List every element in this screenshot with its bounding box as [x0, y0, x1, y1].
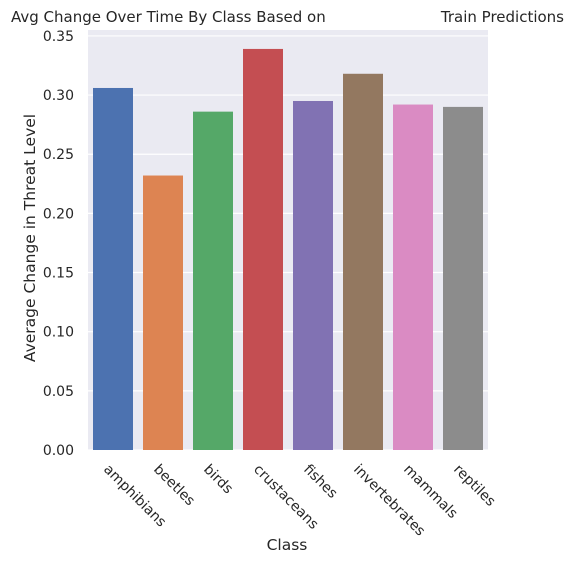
- y-tick-label: 0.10: [43, 325, 74, 341]
- bar-beetles: [143, 175, 183, 451]
- y-tick-label: 0.00: [43, 443, 74, 459]
- y-axis-label: Average Change in Threat Level: [21, 114, 39, 362]
- y-tick-label: 0.35: [43, 29, 74, 45]
- x-tick-label: beetles: [150, 462, 198, 510]
- y-tick-label: 0.20: [43, 206, 74, 222]
- x-axis-label: Class: [267, 536, 308, 554]
- bar-fishes: [293, 100, 333, 451]
- x-tick-label: fishes: [300, 462, 340, 502]
- bars: [93, 48, 483, 451]
- y-tick-label: 0.25: [43, 147, 74, 163]
- chart-title-right: Train Predictions: [440, 8, 564, 26]
- y-tick-label: 0.15: [43, 266, 74, 282]
- bar-crustaceans: [243, 48, 283, 451]
- bar-mammals: [393, 104, 433, 450]
- y-tick-labels: 0.00 0.05 0.10 0.15 0.20 0.25 0.30 0.35: [43, 29, 74, 459]
- bar-invertebrates: [343, 73, 383, 450]
- y-tick-label: 0.05: [43, 384, 74, 400]
- y-tick-label: 0.30: [43, 88, 74, 104]
- bar-birds: [193, 111, 233, 451]
- bar-amphibians: [93, 87, 133, 450]
- x-tick-label: birds: [200, 462, 236, 498]
- bar-reptiles: [443, 106, 483, 451]
- x-tick-label: reptiles: [450, 462, 498, 510]
- chart-title-left: Avg Change Over Time By Class Based on: [11, 8, 326, 26]
